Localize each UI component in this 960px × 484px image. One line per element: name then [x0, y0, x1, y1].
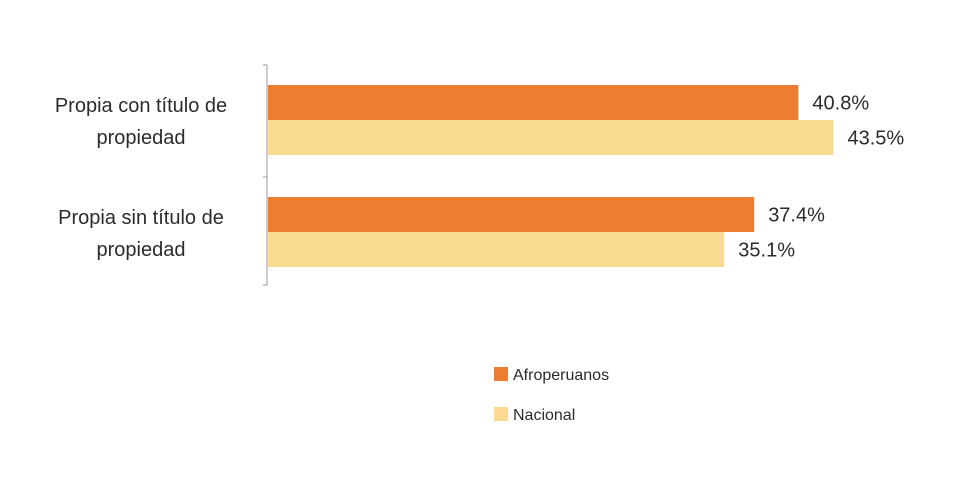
data-label: 40.8% [812, 93, 869, 115]
bar [268, 120, 834, 155]
legend-swatch [494, 407, 508, 421]
bar [268, 232, 725, 267]
legend-label: Afroperuanos [513, 367, 609, 384]
data-label: 43.5% [848, 128, 905, 150]
data-label: 37.4% [768, 205, 825, 227]
bar [268, 197, 755, 232]
axis-layer [263, 64, 268, 286]
bar [268, 85, 799, 120]
legend-swatch [494, 367, 508, 381]
data-label: 35.1% [738, 240, 795, 262]
category-label: Propia sin título de propiedad [58, 207, 224, 261]
legend: Afroperuanos Nacional [494, 367, 609, 424]
labels-layer: Propia con título de propiedad Propia sin … [55, 93, 905, 262]
legend-label: Nacional [513, 407, 575, 424]
category-label: Propia con título de propiedad [55, 95, 227, 149]
bars-layer [268, 85, 834, 267]
